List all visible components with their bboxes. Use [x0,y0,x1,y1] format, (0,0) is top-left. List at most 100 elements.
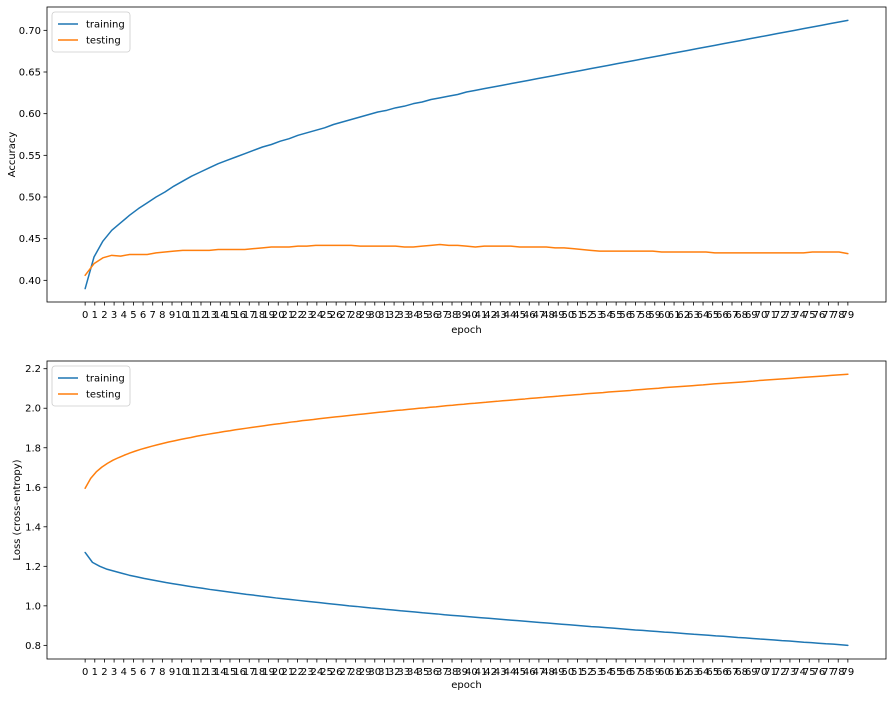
x-tick-label: 30 [368,310,381,321]
x-tick-label: 51 [571,667,584,678]
x-tick-label: 32 [388,310,401,321]
x-tick-label: 79 [841,667,854,678]
x-tick-label: 40 [465,310,478,321]
x-tick-label: 0 [82,667,88,678]
x-tick-label: 78 [832,310,845,321]
x-tick-label: 3 [111,667,117,678]
x-tick-label: 60 [658,667,671,678]
x-tick-label: 26 [330,310,343,321]
x-tick-label: 16 [233,667,246,678]
x-tick-label: 36 [426,667,439,678]
x-tick-label: 2 [101,667,107,678]
x-tick-label: 59 [648,310,661,321]
x-tick-label: 3 [111,310,117,321]
x-tick-label: 75 [803,667,816,678]
x-tick-label: 11 [185,667,198,678]
x-tick-label: 58 [639,667,652,678]
x-tick-label: 21 [282,667,295,678]
x-tick-label: 4 [121,310,127,321]
x-tick-label: 72 [774,667,787,678]
series-line-testing [84,243,849,277]
x-tick-label: 77 [822,310,835,321]
x-tick-label: 29 [359,310,372,321]
x-tick-label: 69 [745,667,758,678]
x-tick-label: 63 [687,667,700,678]
x-tick-label: 77 [822,667,835,678]
x-tick-label: 9 [169,667,175,678]
x-tick-label: 13 [204,310,217,321]
x-tick-label: 56 [619,310,632,321]
x-tick-label: 22 [291,667,304,678]
x-axis-label: epoch [451,680,481,691]
x-tick-label: 34 [407,667,420,678]
x-tick-label: 25 [320,667,333,678]
x-tick-label: 70 [755,667,768,678]
x-tick-label: 31 [378,667,391,678]
x-tick-label: 39 [455,310,468,321]
x-tick-label: 65 [706,310,719,321]
x-tick-label: 6 [140,667,146,678]
x-tick-label: 58 [639,310,652,321]
legend-box [51,11,131,53]
x-tick-label: 13 [204,667,217,678]
x-tick-label: 62 [677,310,690,321]
x-tick-label: 28 [349,667,362,678]
legend-label: training [86,20,125,31]
x-tick-label: 28 [349,310,362,321]
x-tick-label: 33 [397,667,410,678]
x-tick-label: 54 [600,310,613,321]
x-tick-label: 61 [668,310,681,321]
x-tick-label: 31 [378,310,391,321]
x-tick-label: 12 [195,310,208,321]
x-tick-label: 72 [774,310,787,321]
x-axis-label: epoch [451,325,481,336]
x-tick-label: 42 [484,310,497,321]
x-tick-label: 41 [475,310,488,321]
x-tick-label: 8 [159,310,165,321]
x-tick-label: 11 [185,310,198,321]
x-tick-label: 47 [533,667,546,678]
x-tick-label: 64 [697,310,710,321]
x-tick-label: 15 [224,667,237,678]
x-tick-label: 54 [600,667,613,678]
y-tick-label: 1.2 [25,562,41,573]
x-tick-label: 27 [339,667,352,678]
y-axis-label: Accuracy [7,132,18,178]
x-tick-label: 4 [121,667,127,678]
x-tick-label: 10 [175,310,188,321]
x-tick-label: 44 [504,667,517,678]
x-tick-label: 47 [533,310,546,321]
x-tick-label: 46 [523,667,536,678]
x-tick-label: 48 [542,667,555,678]
x-tick-label: 1 [92,310,98,321]
series-line-training [84,19,849,290]
x-tick-label: 68 [735,667,748,678]
y-axis-label: Loss (cross-entropy) [12,459,23,560]
x-tick-label: 78 [832,667,845,678]
x-tick-label: 17 [243,667,256,678]
x-tick-label: 46 [523,310,536,321]
x-tick-label: 14 [214,310,227,321]
x-tick-label: 61 [668,667,681,678]
y-tick-label: 1.6 [25,483,41,494]
axes-frame-1 [46,6,887,303]
axes-frame-2 [46,360,887,660]
x-tick-label: 49 [552,667,565,678]
x-tick-label: 75 [803,310,816,321]
x-tick-label: 7 [150,667,156,678]
x-tick-label: 73 [784,310,797,321]
x-tick-label: 0 [82,310,88,321]
x-tick-label: 63 [687,310,700,321]
x-tick-label: 51 [571,310,584,321]
x-tick-label: 67 [726,667,739,678]
x-tick-label: 65 [706,667,719,678]
x-tick-label: 50 [562,310,575,321]
x-tick-label: 20 [272,310,285,321]
y-tick-label: 1.0 [25,601,41,612]
x-tick-label: 30 [368,667,381,678]
x-tick-label: 57 [629,310,642,321]
legend-label: testing [86,390,121,401]
x-tick-label: 66 [716,667,729,678]
x-tick-label: 55 [610,310,623,321]
